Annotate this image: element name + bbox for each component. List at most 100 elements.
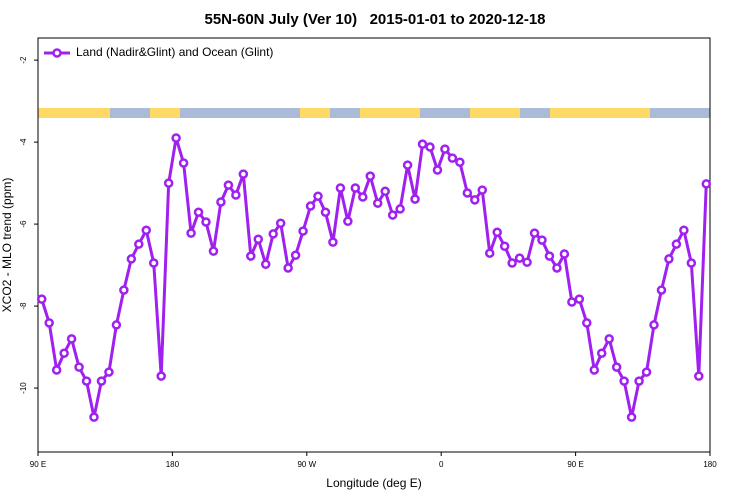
data-line bbox=[40, 137, 708, 418]
data-point bbox=[305, 201, 316, 211]
data-point bbox=[440, 144, 450, 154]
data-point bbox=[36, 294, 47, 304]
data-point bbox=[260, 259, 271, 270]
data-point bbox=[522, 257, 532, 267]
data-point bbox=[559, 249, 570, 259]
data-point bbox=[350, 183, 361, 193]
data-point bbox=[358, 192, 368, 202]
data-point bbox=[320, 207, 331, 217]
data-point bbox=[686, 258, 697, 268]
data-point bbox=[246, 251, 256, 261]
x-tick-label: 90 W bbox=[297, 460, 316, 469]
land-ocean-strip bbox=[38, 108, 710, 118]
data-point bbox=[395, 204, 405, 214]
data-point bbox=[514, 253, 525, 263]
data-point bbox=[96, 376, 107, 386]
y-tick-label: -8 bbox=[19, 302, 28, 310]
data-point bbox=[492, 227, 502, 238]
legend-label: Land (Nadir&Glint) and Ocean (Glint) bbox=[76, 45, 273, 59]
data-point bbox=[619, 376, 629, 386]
data-point bbox=[380, 186, 390, 197]
x-tick-label: 90 E bbox=[30, 460, 46, 469]
data-point bbox=[126, 254, 137, 264]
data-point bbox=[66, 334, 77, 344]
data-point bbox=[163, 178, 174, 188]
data-point bbox=[328, 237, 338, 247]
y-tick-label: -6 bbox=[19, 220, 28, 228]
data-point bbox=[499, 241, 510, 251]
data-point bbox=[51, 365, 62, 375]
data-point bbox=[134, 239, 144, 249]
data-point bbox=[156, 371, 166, 381]
data-point bbox=[253, 234, 264, 245]
data-point bbox=[171, 133, 181, 143]
data-point bbox=[283, 263, 293, 273]
data-point bbox=[268, 229, 278, 239]
data-point bbox=[402, 160, 413, 170]
y-axis-label: XCO2 - MLO trend (ppm) bbox=[0, 178, 14, 313]
data-point bbox=[365, 171, 376, 181]
data-point bbox=[552, 263, 562, 273]
data-point bbox=[387, 210, 398, 220]
chart-title: 55N-60N July (Ver 10) 2015-01-01 to 2020… bbox=[204, 11, 545, 28]
data-point bbox=[470, 195, 480, 205]
data-point bbox=[664, 254, 674, 264]
y-tick-label: -2 bbox=[19, 56, 28, 64]
data-point bbox=[455, 157, 465, 167]
data-point bbox=[59, 348, 69, 358]
data-point bbox=[596, 348, 607, 358]
data-point bbox=[432, 165, 443, 175]
data-point bbox=[335, 183, 346, 193]
data-point bbox=[656, 285, 667, 295]
data-point bbox=[141, 225, 152, 235]
data-point bbox=[484, 248, 495, 258]
x-tick-label: 90 E bbox=[567, 460, 583, 469]
data-point bbox=[634, 376, 644, 386]
legend-marker bbox=[52, 48, 62, 58]
data-point bbox=[589, 365, 600, 375]
data-point bbox=[679, 225, 689, 235]
data-point bbox=[537, 235, 547, 245]
data-point bbox=[701, 179, 712, 189]
data-point bbox=[74, 362, 84, 372]
data-point bbox=[119, 285, 129, 295]
y-tick-label: -4 bbox=[19, 138, 28, 146]
data-point bbox=[671, 239, 682, 249]
data-point bbox=[694, 371, 704, 381]
data-point bbox=[186, 228, 196, 238]
data-point bbox=[201, 217, 211, 227]
data-point bbox=[417, 139, 428, 149]
data-point bbox=[216, 197, 226, 207]
data-point bbox=[193, 207, 204, 217]
x-tick-label: 0 bbox=[439, 460, 444, 469]
data-point bbox=[81, 376, 92, 386]
data-point bbox=[343, 216, 353, 226]
data-point bbox=[178, 158, 189, 168]
data-point bbox=[447, 153, 458, 163]
data-point bbox=[574, 294, 585, 304]
data-point bbox=[208, 246, 219, 256]
data-point bbox=[275, 218, 286, 229]
data-point bbox=[462, 188, 473, 198]
data-point bbox=[425, 142, 435, 152]
plot-frame bbox=[37, 37, 711, 453]
x-tick-label: 180 bbox=[703, 460, 717, 469]
data-point bbox=[238, 169, 249, 179]
data-point bbox=[604, 334, 614, 344]
data-point bbox=[89, 412, 99, 422]
data-point bbox=[626, 412, 637, 422]
data-point bbox=[544, 251, 555, 261]
data-point bbox=[649, 320, 659, 330]
data-point bbox=[641, 367, 652, 377]
data-point bbox=[477, 185, 488, 195]
data-point bbox=[148, 258, 159, 268]
data-point bbox=[104, 367, 114, 377]
data-point bbox=[567, 297, 577, 307]
data-point bbox=[298, 226, 308, 236]
data-point bbox=[223, 180, 234, 190]
data-point bbox=[529, 228, 540, 238]
data-point bbox=[44, 318, 54, 328]
data-point bbox=[111, 320, 122, 330]
y-tick-label: -10 bbox=[19, 382, 28, 394]
